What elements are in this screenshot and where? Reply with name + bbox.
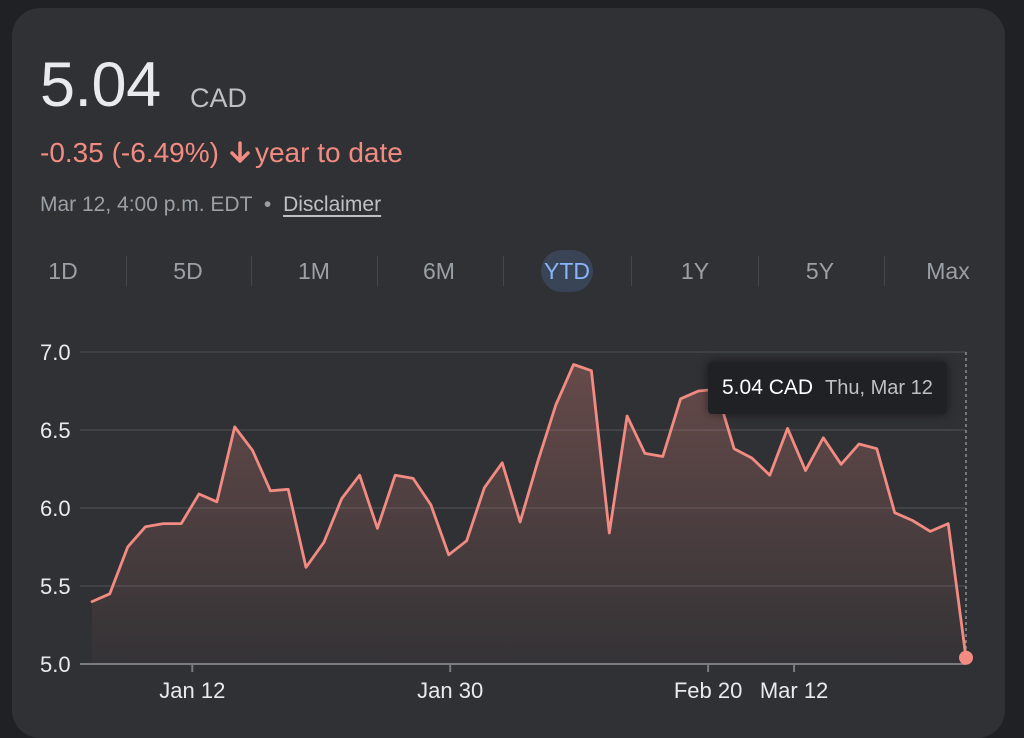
range-divider — [884, 256, 885, 286]
range-tab-1m[interactable]: 1M — [264, 248, 364, 294]
range-selector: 1D 5D 1M 6M YTD 1Y 5Y Max — [0, 248, 1024, 294]
y-tick-label: 7.0 — [40, 340, 71, 365]
y-tick-label: 5.5 — [40, 574, 71, 599]
range-tab-label: 5Y — [805, 258, 835, 284]
disclaimer-link[interactable]: Disclaimer — [283, 193, 382, 216]
quote-timestamp: Mar 12, 4:00 p.m. EDT — [40, 193, 253, 216]
currency-code: CAD — [190, 83, 248, 113]
range-tab-label: Max — [926, 258, 970, 284]
y-tick-label: 5.0 — [40, 652, 71, 677]
range-tab-6m[interactable]: 6M — [389, 248, 489, 294]
chart-tooltip: 5.04 CAD Thu, Mar 12 — [708, 362, 947, 414]
range-tab-label: 1Y — [680, 258, 710, 284]
range-tab-1y[interactable]: 1Y — [645, 248, 745, 294]
range-divider — [376, 256, 378, 286]
current-price: 5.04 — [40, 50, 161, 120]
quote-meta: Mar 12, 4:00 p.m. EDT • Disclaimer — [40, 190, 381, 220]
x-tick-label: Feb 20 — [674, 678, 743, 703]
range-tab-ytd[interactable]: YTD — [517, 248, 617, 294]
range-divider — [631, 256, 632, 286]
price-chart: 5.0 5.5 6.0 6.5 7.0 Jan 12 Jan 30 Feb 20 Mar 12 — [40, 340, 973, 703]
range-divider — [125, 256, 127, 286]
range-tab-max[interactable]: Max — [898, 248, 998, 294]
x-tick-label: Mar 12 — [760, 678, 828, 703]
price-area-fill — [92, 364, 966, 664]
price-change: -0.35 (-6.49%) year to date — [40, 133, 403, 173]
range-tab-label: 1M — [298, 258, 330, 284]
active-range-pill — [541, 250, 593, 292]
tooltip-value: 5.04 CAD — [722, 376, 814, 399]
range-tab-label: 6M — [423, 258, 455, 284]
tooltip-date: Thu, Mar 12 — [825, 376, 933, 399]
range-divider — [251, 256, 252, 286]
range-tab-label: 5D — [173, 258, 203, 284]
current-point-marker — [959, 650, 973, 665]
change-value: -0.35 (-6.49%) — [40, 137, 219, 168]
range-divider — [503, 256, 504, 286]
range-tab-5d[interactable]: 5D — [138, 248, 238, 294]
x-tick-label: Jan 30 — [417, 678, 483, 703]
x-tick-label: Jan 12 — [159, 678, 225, 703]
change-period: year to date — [254, 137, 403, 168]
range-tab-1d[interactable]: 1D — [13, 248, 113, 294]
y-tick-label: 6.5 — [40, 418, 71, 443]
meta-separator: • — [263, 193, 272, 216]
arrow-down-icon — [230, 141, 250, 163]
y-tick-label: 6.0 — [40, 496, 71, 521]
range-divider — [757, 256, 759, 286]
range-tab-5y[interactable]: 5Y — [770, 248, 870, 294]
range-tab-label: 1D — [48, 258, 78, 284]
range-tab-label: YTD — [544, 258, 590, 284]
price-line — [90, 363, 968, 660]
